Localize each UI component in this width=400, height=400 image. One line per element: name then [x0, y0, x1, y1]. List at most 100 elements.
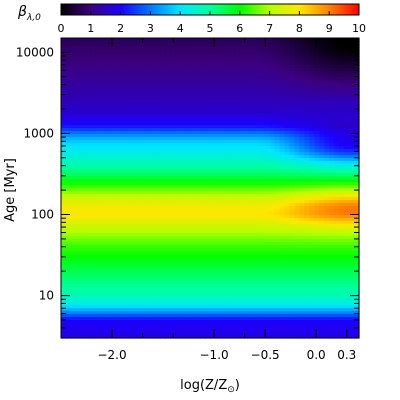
- heatmap-cell: [61, 128, 67, 132]
- heatmap-cell: [264, 122, 271, 126]
- heatmap-cell: [75, 80, 82, 84]
- heatmap-cell: [85, 113, 92, 117]
- heatmap-cell: [274, 89, 281, 93]
- heatmap-cell: [150, 101, 156, 105]
- heatmap-cell: [354, 146, 360, 150]
- heatmap-cell: [185, 191, 191, 195]
- heatmap-cell: [224, 164, 231, 168]
- heatmap-cell: [100, 185, 107, 189]
- heatmap-cell: [90, 281, 97, 285]
- heatmap-cell: [254, 260, 261, 264]
- heatmap-cell: [125, 221, 132, 225]
- heatmap-cell: [180, 203, 186, 207]
- heatmap-cell: [214, 278, 221, 282]
- heatmap-cell: [259, 188, 266, 192]
- heatmap-cell: [125, 263, 132, 267]
- heatmap-cell: [180, 80, 186, 84]
- heatmap-cell: [344, 125, 350, 129]
- heatmap-cell: [75, 191, 82, 195]
- heatmap-cell: [314, 263, 320, 267]
- heatmap-cell: [90, 62, 97, 66]
- heatmap-cell: [190, 83, 196, 87]
- heatmap-cell: [224, 101, 231, 105]
- heatmap-cell: [105, 167, 112, 171]
- heatmap-cell: [279, 275, 286, 279]
- heatmap-cell: [95, 161, 102, 165]
- heatmap-cell: [160, 56, 166, 60]
- heatmap-cell: [214, 176, 221, 180]
- heatmap-cell: [75, 170, 82, 174]
- heatmap-cell: [85, 125, 92, 129]
- heatmap-cell: [274, 80, 281, 84]
- heatmap-cell: [155, 62, 161, 66]
- heatmap-cell: [70, 83, 77, 87]
- heatmap-cell: [110, 53, 117, 57]
- heatmap-cell: [344, 203, 350, 207]
- heatmap-cell: [210, 77, 216, 81]
- heatmap-cell: [339, 200, 345, 204]
- heatmap-cell: [95, 119, 102, 123]
- heatmap-cell: [259, 230, 266, 234]
- heatmap-cell: [110, 116, 117, 120]
- heatmap-cell: [205, 176, 211, 180]
- heatmap-cell: [349, 263, 355, 267]
- heatmap-cell: [329, 191, 335, 195]
- heatmap-cell: [264, 98, 271, 102]
- heatmap-cell: [105, 50, 112, 54]
- heatmap-cell: [70, 281, 77, 285]
- heatmap-cell: [229, 80, 236, 84]
- heatmap-cell: [185, 218, 191, 222]
- heatmap-cell: [329, 149, 335, 153]
- heatmap-cell: [70, 146, 77, 150]
- heatmap-cell: [195, 179, 201, 183]
- heatmap-cell: [259, 56, 266, 60]
- heatmap-cell: [354, 71, 360, 75]
- heatmap-cell: [334, 191, 340, 195]
- heatmap-cell: [210, 278, 216, 282]
- heatmap-cell: [274, 200, 281, 204]
- heatmap-cell: [344, 182, 350, 186]
- heatmap-cell: [150, 266, 156, 270]
- heatmap-cell: [279, 236, 286, 240]
- heatmap-cell: [229, 104, 236, 108]
- heatmap-cell: [249, 254, 256, 258]
- heatmap-cell: [349, 173, 355, 177]
- heatmap-cell: [110, 158, 117, 162]
- heatmap-cell: [105, 224, 112, 228]
- heatmap-cell: [349, 221, 355, 225]
- heatmap-cell: [279, 191, 286, 195]
- colorbar-label-sub: λ,0: [26, 13, 41, 23]
- heatmap-cell: [125, 209, 132, 213]
- heatmap-cell: [185, 185, 191, 189]
- heatmap-cell: [339, 212, 345, 216]
- heatmap-cell: [219, 194, 226, 198]
- heatmap-cell: [160, 119, 166, 123]
- heatmap-cell: [170, 248, 176, 252]
- heatmap-cell: [195, 176, 201, 180]
- heatmap-cell: [110, 92, 117, 96]
- heatmap-cell: [269, 68, 276, 72]
- colorbar-tick-label: 2: [117, 22, 124, 35]
- heatmap-cell: [234, 185, 241, 189]
- heatmap-cell: [195, 101, 201, 105]
- heatmap-cell: [264, 254, 271, 258]
- heatmap-cell: [334, 218, 340, 222]
- heatmap-cell: [219, 272, 226, 276]
- heatmap-cell: [185, 140, 191, 144]
- heatmap-cell: [219, 266, 226, 270]
- heatmap-cell: [190, 74, 196, 78]
- heatmap-cell: [259, 59, 266, 63]
- heatmap-cell: [95, 185, 102, 189]
- heatmap-cell: [314, 164, 320, 168]
- heatmap-cell: [210, 209, 216, 213]
- heatmap-cell: [95, 245, 102, 249]
- heatmap-cell: [120, 278, 127, 282]
- heatmap-cell: [239, 110, 246, 114]
- heatmap-cell: [170, 218, 176, 222]
- heatmap-cell: [239, 68, 246, 72]
- heatmap-cell: [279, 86, 286, 90]
- heatmap-cell: [75, 266, 82, 270]
- heatmap-cell: [150, 221, 156, 225]
- heatmap-cell: [70, 227, 77, 231]
- heatmap-cell: [244, 128, 251, 132]
